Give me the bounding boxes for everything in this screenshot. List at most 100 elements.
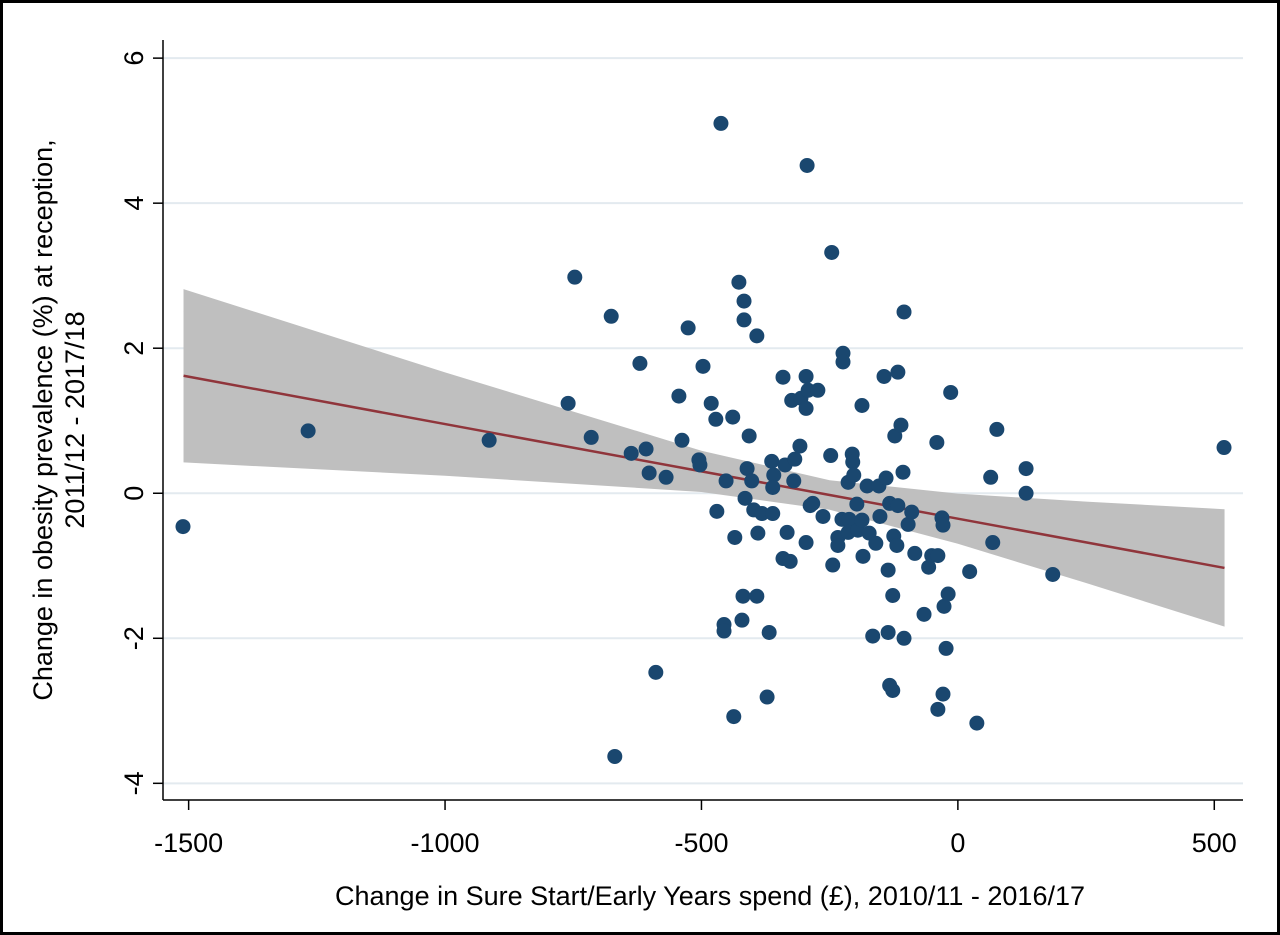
point xyxy=(854,512,870,528)
point xyxy=(935,686,951,702)
point xyxy=(849,496,865,512)
point xyxy=(887,428,903,444)
point xyxy=(799,157,815,173)
point xyxy=(798,368,814,384)
point xyxy=(890,364,906,380)
point xyxy=(779,524,795,540)
point xyxy=(726,709,742,725)
point xyxy=(718,473,734,489)
point xyxy=(983,469,999,485)
point xyxy=(567,269,583,285)
point xyxy=(878,470,894,486)
point xyxy=(907,545,923,561)
point xyxy=(880,562,896,578)
point xyxy=(872,508,888,524)
y-tick-label: 6 xyxy=(119,51,149,66)
x-tick-label: -1000 xyxy=(411,828,480,858)
point xyxy=(845,454,861,470)
y-tick-label: 4 xyxy=(119,196,149,211)
point xyxy=(632,355,648,371)
point xyxy=(896,630,912,646)
point xyxy=(641,465,657,481)
point xyxy=(754,506,770,522)
point xyxy=(835,354,851,370)
point xyxy=(824,244,840,260)
point xyxy=(859,478,875,494)
point xyxy=(727,529,743,545)
point xyxy=(731,274,747,290)
point xyxy=(680,320,696,336)
point xyxy=(962,564,978,580)
point xyxy=(805,495,821,511)
point xyxy=(855,548,871,564)
point xyxy=(1216,440,1232,456)
point xyxy=(885,682,901,698)
point xyxy=(736,312,752,328)
point xyxy=(786,473,802,489)
point xyxy=(792,438,808,454)
point xyxy=(623,445,639,461)
x-axis-title: Change in Sure Start/Early Years spend (… xyxy=(335,881,1085,911)
point xyxy=(896,304,912,320)
point xyxy=(846,467,862,483)
point xyxy=(1018,461,1034,477)
point xyxy=(300,423,316,439)
point xyxy=(736,293,752,309)
point xyxy=(895,464,911,480)
y-tick-label: 0 xyxy=(119,486,149,501)
x-tick-label: 0 xyxy=(950,828,965,858)
point xyxy=(1018,485,1034,501)
point xyxy=(893,417,909,433)
point xyxy=(750,525,766,541)
point xyxy=(885,587,901,603)
point xyxy=(744,473,760,489)
point xyxy=(765,479,781,495)
point xyxy=(930,701,946,717)
point xyxy=(798,400,814,416)
point xyxy=(648,664,664,680)
point xyxy=(674,432,690,448)
point xyxy=(703,395,719,411)
point xyxy=(658,469,674,485)
x-tick-label: -1500 xyxy=(154,828,223,858)
point xyxy=(823,448,839,464)
point xyxy=(889,537,905,553)
point xyxy=(943,384,959,400)
point xyxy=(759,689,775,705)
point xyxy=(708,411,724,427)
y-axis-title: Change in obesity prevalence (%) at rece… xyxy=(28,139,58,700)
point xyxy=(890,498,906,514)
point xyxy=(825,557,841,573)
y-tick-label: -4 xyxy=(119,771,149,795)
point xyxy=(766,467,782,483)
point xyxy=(798,535,814,551)
point xyxy=(900,516,916,532)
fit-line xyxy=(183,374,1225,570)
point xyxy=(735,588,751,604)
point xyxy=(930,548,946,564)
point xyxy=(830,537,846,553)
point xyxy=(749,328,765,344)
point xyxy=(782,553,798,569)
point xyxy=(935,517,951,533)
point xyxy=(761,624,777,640)
point xyxy=(713,115,729,131)
point xyxy=(716,623,732,639)
point xyxy=(929,434,945,450)
point xyxy=(638,441,654,457)
point xyxy=(1045,566,1061,582)
point xyxy=(854,397,870,413)
point xyxy=(739,461,755,477)
point xyxy=(868,535,884,551)
point xyxy=(695,358,711,374)
point xyxy=(810,382,826,398)
point xyxy=(671,388,687,404)
point xyxy=(607,748,623,764)
point xyxy=(583,429,599,445)
point xyxy=(841,511,857,527)
point xyxy=(904,504,920,520)
point xyxy=(865,628,881,644)
point xyxy=(940,586,956,602)
point xyxy=(749,588,765,604)
